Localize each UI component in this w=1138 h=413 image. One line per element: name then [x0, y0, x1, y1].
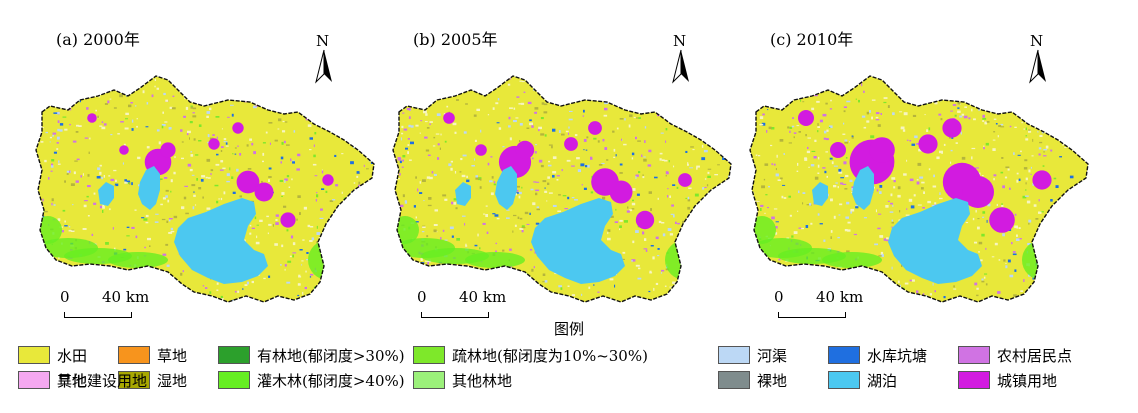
lake-small	[852, 166, 874, 210]
legend-label: 城镇用地	[997, 371, 1058, 390]
legend-item: 灌木林(郁闭度>40%)	[218, 368, 405, 392]
legend-swatch	[718, 346, 750, 364]
legend-item: 湖泊	[828, 368, 897, 392]
legend-item: 其他建设用地	[18, 368, 147, 392]
panel-title: (c) 2010年	[770, 30, 854, 49]
legend-title: 图例	[553, 320, 584, 338]
legend-label: 其他建设用地	[57, 371, 148, 390]
legend-item: 河渠	[718, 343, 787, 367]
scale-bar: 0 40 km	[764, 288, 874, 318]
legend-item: 水田	[18, 343, 87, 367]
legend-swatch	[958, 346, 990, 364]
legend-label: 水库坑塘	[867, 346, 928, 365]
boundary-line	[35, 75, 375, 303]
legend-swatch	[118, 371, 150, 389]
scale-zero: 0	[774, 288, 784, 306]
land-use-map	[742, 70, 1102, 319]
study-area	[393, 76, 731, 302]
legend-label: 水田	[57, 346, 88, 365]
scale-zero: 0	[60, 288, 70, 306]
legend-swatch	[18, 371, 50, 389]
map-svg	[35, 75, 375, 303]
legend-label: 农村居民点	[997, 346, 1073, 365]
lake-large	[888, 198, 982, 284]
legend-label: 疏林地(郁闭度为10%~30%)	[452, 346, 648, 365]
legend-item: 农村居民点	[958, 343, 1072, 367]
legend-item: 水库坑塘	[828, 343, 927, 367]
land-use-map	[28, 70, 388, 319]
scale-distance: 40 km	[816, 288, 864, 306]
panel-title: (a) 2000年	[56, 30, 140, 49]
legend-label: 草地	[157, 346, 188, 365]
legend-swatch	[413, 371, 445, 389]
scale-zero: 0	[417, 288, 427, 306]
legend-label: 湿地	[157, 371, 188, 390]
legend-label: 其他林地	[452, 371, 513, 390]
scale-line	[64, 312, 132, 318]
legend-swatch	[218, 371, 250, 389]
legend-item: 草地	[118, 343, 187, 367]
lake-small	[495, 166, 517, 210]
lake-small	[138, 166, 160, 210]
map-panel-2010: (c) 2010年 N 0 40 km	[742, 20, 1112, 320]
legend-label: 有林地(郁闭度>30%)	[257, 346, 405, 365]
study-area	[750, 76, 1088, 302]
legend-item: 其他林地	[413, 368, 512, 392]
lake-large	[531, 198, 625, 284]
panel-title: (b) 2005年	[413, 30, 498, 49]
legend-swatch	[18, 346, 50, 364]
north-arrow-icon: N	[310, 32, 338, 92]
legend-item: 有林地(郁闭度>30%)	[218, 343, 405, 367]
boundary-line	[749, 75, 1089, 303]
legend-swatch	[958, 371, 990, 389]
north-arrow-icon: N	[667, 32, 695, 92]
legend-item: 城镇用地	[958, 368, 1057, 392]
legend-swatch	[413, 346, 445, 364]
legend-label: 河渠	[757, 346, 788, 365]
legend-swatch	[828, 371, 860, 389]
boundary-line	[392, 75, 732, 303]
scale-bar: 0 40 km	[407, 288, 517, 318]
study-area	[36, 76, 374, 302]
north-label: N	[673, 32, 687, 50]
map-panel-2000: (a) 2000年 N 0 40 km	[28, 20, 398, 320]
lake-small	[455, 182, 471, 206]
land-use-map	[385, 70, 745, 319]
legend-swatch	[828, 346, 860, 364]
legend-item: 裸地	[718, 368, 787, 392]
scale-distance: 40 km	[459, 288, 507, 306]
scale-bar: 0 40 km	[50, 288, 160, 318]
scale-distance: 40 km	[102, 288, 150, 306]
north-arrow-icon: N	[1024, 32, 1052, 92]
north-label: N	[316, 32, 330, 50]
map-svg	[749, 75, 1089, 303]
north-label: N	[1030, 32, 1044, 50]
legend-label: 裸地	[757, 371, 788, 390]
scale-line	[421, 312, 489, 318]
lake-large	[174, 198, 268, 284]
legend-swatch	[118, 346, 150, 364]
map-panel-2005: (b) 2005年 N 0 40 km	[385, 20, 755, 320]
legend-label: 旱地	[57, 371, 88, 390]
legend-swatch	[218, 346, 250, 364]
legend-item: 疏林地(郁闭度为10%~30%)	[413, 343, 648, 367]
lake-small	[98, 182, 114, 206]
map-svg	[392, 75, 732, 303]
legend-swatch	[718, 371, 750, 389]
legend-item: 湿地	[118, 368, 187, 392]
lake-small	[812, 182, 828, 206]
scale-line	[778, 312, 846, 318]
legend-label: 湖泊	[867, 371, 898, 390]
legend-label: 灌木林(郁闭度>40%)	[257, 371, 405, 390]
legend: 水田 草地 有林地(郁闭度>30%) 疏林地(郁闭度为10%~30%) 河渠 水库坑塘 农村…	[18, 343, 1128, 403]
